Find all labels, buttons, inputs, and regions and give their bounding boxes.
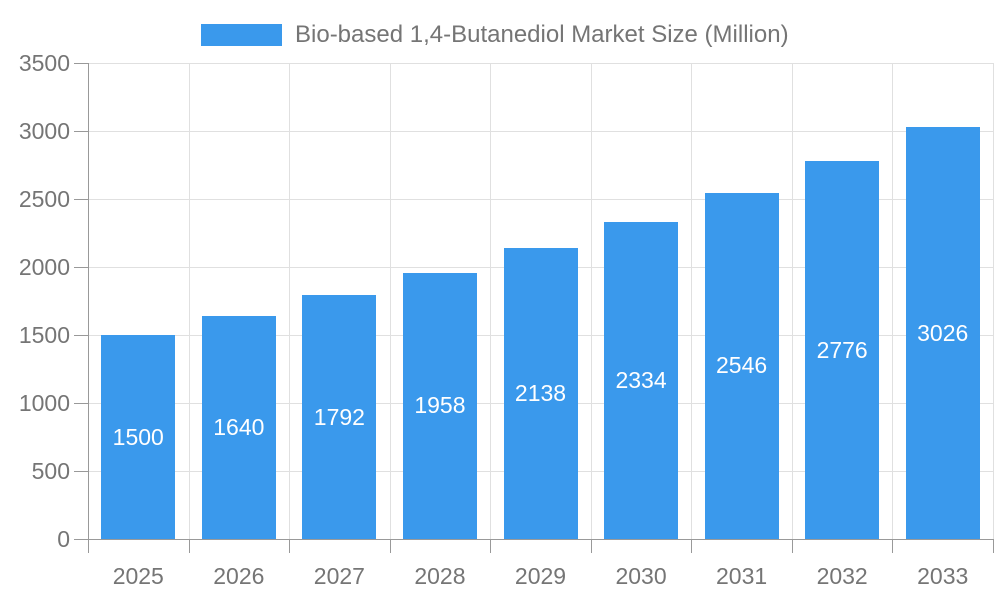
y-axis-label: 1000 xyxy=(18,390,70,416)
x-axis-tick xyxy=(389,539,391,553)
x-gridline xyxy=(188,63,190,539)
legend-label: Bio-based 1,4-Butanediol Market Size (Mi… xyxy=(295,21,789,48)
bar-value-label: 1792 xyxy=(313,403,365,430)
y-axis-label: 3500 xyxy=(18,50,70,76)
x-axis-tick xyxy=(590,539,592,553)
x-axis-label: 2029 xyxy=(514,563,567,589)
y-gridline xyxy=(88,199,993,200)
bar-value-label: 2138 xyxy=(514,380,567,407)
legend-item[interactable]: Bio-based 1,4-Butanediol Market Size (Mi… xyxy=(201,21,789,49)
x-gridline xyxy=(892,63,894,539)
y-gridline xyxy=(88,63,993,64)
x-gridline xyxy=(590,63,592,539)
x-gridline xyxy=(289,63,291,539)
x-gridline xyxy=(791,63,793,539)
x-axis-label: 2031 xyxy=(716,563,768,589)
x-axis-tick xyxy=(490,539,492,553)
bar-2027[interactable]: 1792 xyxy=(302,295,377,539)
x-axis-tick xyxy=(188,539,190,553)
bar-value-label: 1640 xyxy=(213,413,265,440)
legend-swatch-icon xyxy=(201,24,282,46)
x-gridline xyxy=(490,63,492,539)
x-axis-label: 2025 xyxy=(112,563,164,589)
x-axis-label: 2026 xyxy=(213,563,265,589)
y-axis-label: 3000 xyxy=(18,118,70,144)
x-axis-tick xyxy=(289,539,291,553)
bar-value-label: 1958 xyxy=(414,392,466,419)
bar-value-label: 1500 xyxy=(112,423,164,450)
y-axis-label: 2500 xyxy=(18,186,70,212)
bar-2025[interactable]: 1500 xyxy=(101,335,176,539)
bar-value-label: 3026 xyxy=(917,319,969,346)
bar-2033[interactable]: 3026 xyxy=(905,127,980,539)
x-axis-tick xyxy=(791,539,793,553)
bar-value-label: 2776 xyxy=(816,336,868,363)
bar-value-label: 2546 xyxy=(716,352,768,379)
bar-2026[interactable]: 1640 xyxy=(201,315,276,539)
x-axis-line xyxy=(74,539,994,540)
bar-2032[interactable]: 2776 xyxy=(805,161,880,539)
y-axis-tick xyxy=(74,199,88,200)
y-axis-label: 0 xyxy=(57,526,70,552)
x-gridline xyxy=(993,63,994,539)
x-gridline xyxy=(691,63,693,539)
x-axis-label: 2033 xyxy=(917,563,969,589)
x-axis-label: 2028 xyxy=(414,563,466,589)
x-axis-label: 2027 xyxy=(313,563,365,589)
y-axis-tick xyxy=(74,335,88,336)
y-axis-label: 2000 xyxy=(18,254,70,280)
x-axis-label: 2032 xyxy=(816,563,868,589)
bar-2028[interactable]: 1958 xyxy=(402,272,477,539)
y-axis-tick xyxy=(74,63,88,64)
x-axis-tick xyxy=(993,539,994,553)
y-axis-tick xyxy=(74,403,88,404)
x-axis-label: 2030 xyxy=(615,563,667,589)
y-axis-line xyxy=(88,63,89,553)
y-axis-tick xyxy=(74,471,88,472)
legend: Bio-based 1,4-Butanediol Market Size (Mi… xyxy=(201,21,789,48)
y-axis-label: 500 xyxy=(31,458,70,484)
bar-2031[interactable]: 2546 xyxy=(704,192,779,539)
bar-2029[interactable]: 2138 xyxy=(503,248,578,539)
x-axis-tick xyxy=(892,539,894,553)
y-axis-label: 1500 xyxy=(18,322,70,348)
y-axis-tick xyxy=(74,267,88,268)
x-gridline xyxy=(389,63,391,539)
y-gridline xyxy=(88,131,993,132)
bar-2030[interactable]: 2334 xyxy=(604,221,679,539)
bar-value-label: 2334 xyxy=(615,366,667,393)
y-axis-tick xyxy=(74,131,88,132)
x-axis-tick xyxy=(691,539,693,553)
